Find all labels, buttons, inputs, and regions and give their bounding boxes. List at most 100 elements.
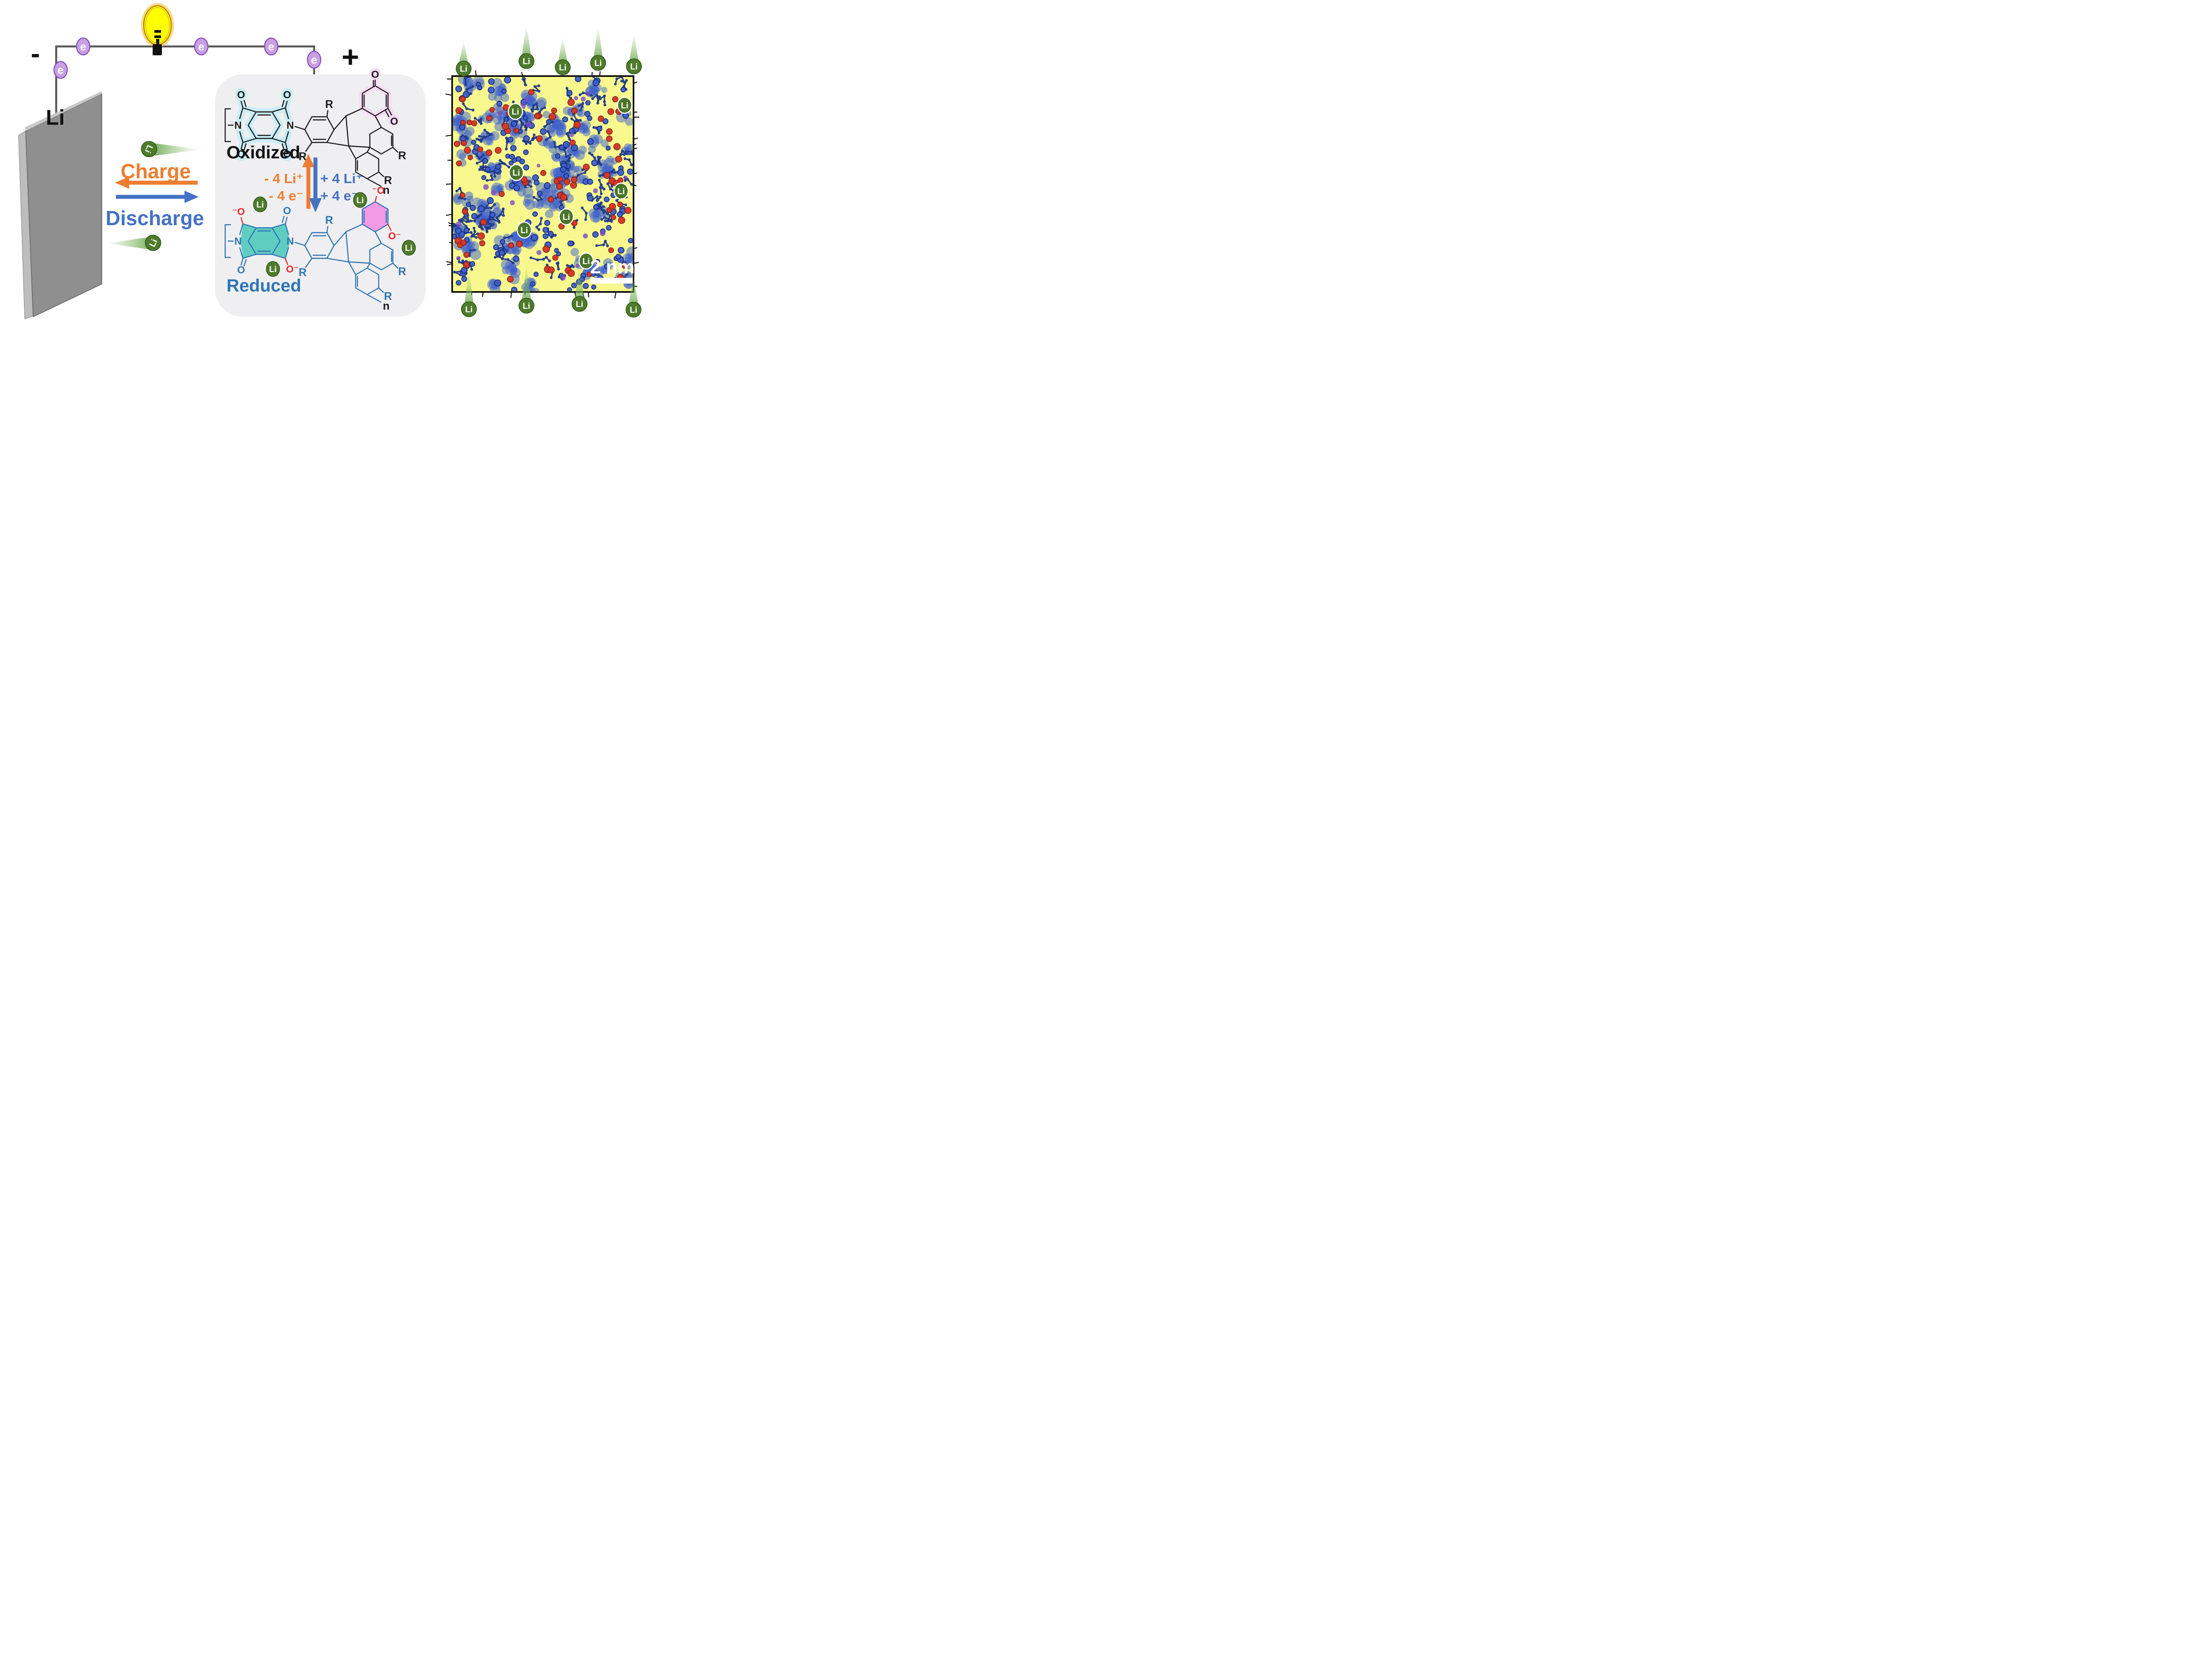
li-ion-label: Li — [257, 200, 264, 210]
li-ion-label: Li — [521, 226, 528, 235]
discharge-label: Discharge — [106, 207, 204, 230]
charge-loss-li: - 4 Li⁺ — [264, 171, 303, 186]
li-ion-label: Li — [595, 59, 602, 68]
comet-tail — [558, 36, 568, 64]
li-ion-chip: Li — [507, 103, 523, 120]
electron-circle — [76, 37, 91, 56]
li-ion-icon — [508, 164, 524, 181]
quinone-pink-fill — [362, 202, 388, 232]
oxygen-label: O — [237, 148, 245, 160]
enolate-bond — [284, 257, 288, 265]
discharge-gain-e: + 4 e⁻ — [320, 188, 358, 203]
bulb-glass — [143, 5, 172, 46]
li-ion-icon — [461, 301, 477, 317]
bulb-filament-dash-2 — [154, 35, 161, 38]
li-ion-label: Li — [357, 196, 364, 205]
triptycene-bridge — [326, 231, 349, 263]
li-ion-icon — [518, 298, 534, 314]
charge-arrow — [115, 176, 198, 189]
li-ion-icon — [507, 103, 523, 120]
li-ion-icon — [626, 302, 641, 318]
bound-li-ion: Li — [266, 261, 280, 277]
left-imide-ring — [239, 223, 257, 267]
bulb-socket — [153, 44, 162, 55]
li-ion-icon — [516, 221, 532, 239]
lithium-electrode: Li — [18, 91, 102, 320]
r-group-label: R — [384, 290, 392, 303]
light-bulb-icon — [141, 3, 174, 55]
nitrogen-label: N — [287, 119, 294, 131]
oxygen-label: O — [283, 205, 291, 216]
li-ions-exiting-bottom: Li Li Li Li — [461, 265, 641, 318]
li-ion-comet: Li — [456, 40, 472, 77]
li-ion-comet: Li — [590, 26, 606, 71]
li-ion-icon — [590, 55, 606, 71]
li-ion-icon — [572, 296, 588, 312]
discharge-arrow — [116, 191, 199, 203]
redox-arrows: - 4 Li⁺ - 4 e⁻ + 4 Li⁺ + 4 e⁻ — [264, 154, 363, 212]
electron-label: e — [311, 54, 317, 66]
li-ion-label: Li — [559, 63, 567, 73]
li-ion-label: Li — [523, 57, 530, 66]
left-imide-ring — [239, 100, 257, 151]
li-ion-label: Li — [523, 302, 530, 311]
li-ion-icon — [613, 182, 629, 200]
li-ion-label: Li — [465, 305, 473, 315]
li-ion-icon — [578, 252, 594, 270]
li-ion-chip: Li — [516, 221, 532, 239]
li-ion-label: Li — [460, 65, 468, 74]
r-group-label: R — [384, 174, 392, 187]
comet-tail — [459, 40, 469, 65]
middle-arene-ring — [348, 127, 399, 155]
oxygen-label: O — [371, 69, 379, 80]
simulation-panel: Li Li Li Li Li Li Li Li Li Li Li Li Li Li Li Li 2 nm — [445, 24, 642, 318]
oxide-label: O⁻ — [388, 230, 401, 242]
comet-tail — [155, 143, 200, 156]
highlight-dot — [369, 68, 381, 79]
li-ion-icon — [145, 234, 161, 251]
highlight-dot — [235, 149, 247, 161]
li-ion-label: Li — [583, 257, 590, 266]
circuit: - + e e e e e — [31, 3, 359, 114]
electron-label: e — [80, 41, 86, 53]
electron-3: e — [194, 37, 209, 56]
li-ion-chip: Li — [613, 182, 629, 200]
r-group-label: R — [325, 98, 333, 111]
li-ion-comet: Li — [572, 265, 588, 312]
oxidized-structure: N N O O O O O O R R R R n Oxidized — [224, 68, 406, 196]
right-imide-ring — [271, 215, 289, 259]
discharge-ion-comet: Li — [106, 234, 161, 251]
n-aryl-bond — [294, 126, 306, 130]
polymer-matrix-texture — [453, 77, 633, 291]
electrode-top-edge — [25, 91, 102, 131]
bulb-filament-dash-1 — [154, 30, 161, 33]
electron-label: e — [198, 41, 204, 53]
simulation-li-ions: Li Li Li Li Li Li Li — [507, 96, 633, 270]
oxygen-label: O — [237, 264, 245, 276]
nitrogen-label: N — [287, 235, 294, 247]
highlight-dot — [281, 149, 293, 161]
li-ion-comet: Li — [518, 24, 534, 69]
polymer-bracket — [224, 224, 234, 258]
charge-arrow-head — [115, 176, 129, 189]
r-group-bonds — [305, 110, 329, 152]
li-ion-label: Li — [621, 101, 629, 111]
phenolate-ring — [345, 201, 389, 244]
charge-discharge-cycle: Li Charge Discharge Li — [106, 141, 204, 251]
discharge-gain-li: + 4 Li⁺ — [320, 171, 363, 186]
repeat-unit-label: n — [383, 184, 389, 196]
negative-terminal-label: - — [31, 38, 40, 69]
comet-tail — [522, 24, 531, 58]
bulb-stem — [156, 39, 159, 45]
r-group-label: R — [299, 150, 307, 163]
li-ion-chip: Li — [558, 208, 574, 226]
electron-circle — [307, 50, 322, 69]
highlight-dot — [235, 88, 247, 100]
li-ion-label: Li — [512, 107, 519, 117]
oxygen-label: O — [390, 115, 398, 127]
li-ion-comet: Li — [626, 33, 642, 74]
discharge-arrow-head — [184, 191, 199, 203]
right-imide-ring — [271, 100, 289, 151]
r-group-label: R — [299, 266, 307, 279]
li-ion-icon — [456, 61, 472, 77]
